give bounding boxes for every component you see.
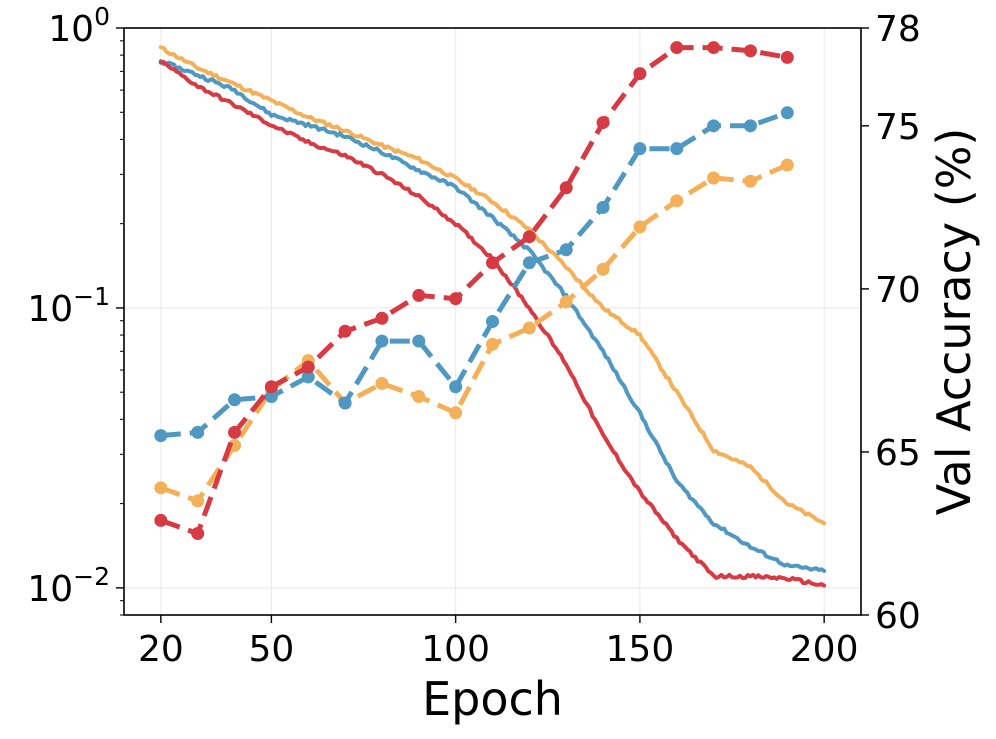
blue-acc-point [633,142,647,156]
orange-acc-point [670,194,684,208]
orange-acc-point [522,321,536,335]
blue-acc-point [375,334,389,348]
red-acc-point [338,324,352,338]
y-axis-left: 100 10−1 10−2 [27,2,124,616]
series-layer [154,41,827,588]
red-acc-point [228,425,242,439]
red-acc-point [633,67,647,81]
x-tick-label: 50 [248,629,294,670]
plot-frame [123,27,862,616]
blue-acc-point [743,119,757,133]
red-acc-point [707,41,721,55]
blue-acc-point [412,334,426,348]
blue-loss-line [158,59,827,573]
orange-acc-line [159,162,789,504]
orange-acc-point [191,494,205,508]
red-acc-point [522,230,536,244]
blue-acc-line [160,110,789,439]
red-acc-point [375,311,389,325]
x-axis: 20 50 100 150 200 [138,615,859,670]
blue-acc-point [449,380,463,394]
blue-acc-point [596,200,610,214]
y-right-tick-label: 60 [875,596,921,637]
red-acc-point [412,288,426,302]
red-acc-point [264,380,278,394]
y-right-tick-label: 78 [875,9,921,50]
red-acc-point [670,41,684,55]
blue-acc-point [338,396,352,410]
y-right-tick-label: 70 [875,270,921,311]
blue-acc-point [191,425,205,439]
orange-acc-point [449,406,463,420]
orange-acc-point [486,337,499,351]
orange-acc-point [707,171,721,185]
blue-acc-point [264,390,278,404]
blue-acc-point [522,256,536,270]
y-right-tick-label: 65 [875,433,921,474]
blue-acc-point [228,393,242,407]
orange-loss-line [158,45,827,526]
y-axis-right-label: Val Accuracy (%) [927,128,981,516]
red-acc-point [780,50,794,64]
orange-acc-point [780,158,794,172]
orange-acc-point [559,295,573,309]
orange-acc-point [375,376,389,390]
x-tick-label: 100 [421,629,490,670]
blue-acc-point [670,142,684,156]
blue-acc-point [559,243,573,257]
red-acc-line [159,45,788,536]
y-right-tick-label: 75 [875,107,921,148]
blue-acc-point [707,119,721,133]
red-acc-point [486,256,499,270]
red-acc-point [449,292,463,306]
blue-acc-point [301,370,315,384]
orange-acc-point [412,390,426,404]
x-axis-label: Epoch [422,672,563,726]
y-left-tick-label: 100 [48,2,110,50]
x-tick-label: 200 [790,629,859,670]
x-tick-label: 20 [138,629,184,670]
red-acc-point [596,116,610,130]
red-acc-point [191,526,205,540]
orange-acc-point [633,220,647,234]
blue-acc-point [154,429,168,443]
orange-acc-point [596,262,610,276]
orange-acc-point [154,481,168,495]
y-left-tick-label: 10−2 [27,562,110,610]
x-tick-label: 150 [606,629,675,670]
red-acc-point [559,181,573,195]
y-axis-right: 60 65 70 75 78 [861,9,921,637]
red-acc-point [743,44,757,58]
blue-acc-point [780,106,794,120]
red-acc-point [301,360,315,374]
orange-acc-point [743,174,757,188]
red-acc-point [154,513,168,527]
blue-acc-point [486,315,499,328]
y-left-tick-label: 10−1 [27,282,110,330]
